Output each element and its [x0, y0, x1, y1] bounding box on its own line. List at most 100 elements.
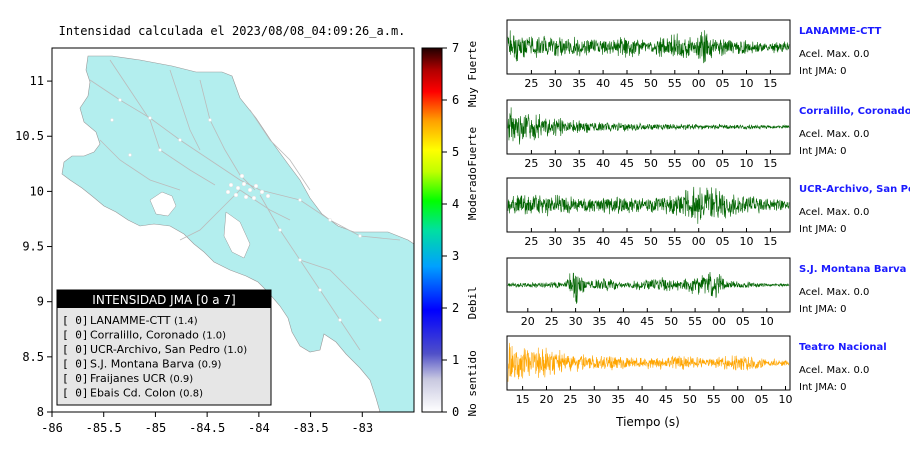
- seismogram-trace: [507, 186, 790, 224]
- legend-items: [ 0] LANAMME-CTT (1.4)[ 0] Corralillo, Cor…: [62, 314, 247, 400]
- seismogram-acel-max: Acel. Max. 0.0: [799, 287, 869, 298]
- legend-item-station-name: Corralillo, Coronado: [90, 329, 202, 342]
- seismogram-tick-label: 55: [668, 235, 682, 248]
- seismogram-acel-max: Acel. Max. 0.0: [799, 129, 869, 140]
- legend-item: [ 0] Corralillo, Coronado (1.0): [62, 329, 226, 342]
- seismogram-tick-label: 35: [611, 393, 625, 406]
- seismogram-acel-max: Acel. Max. 0.0: [799, 49, 869, 60]
- seismogram-tick-label: 05: [755, 393, 769, 406]
- seismogram-tick-label: 15: [763, 235, 777, 248]
- seismogram-tick-label: 25: [524, 77, 538, 90]
- seismogram-tick-label: 25: [545, 315, 559, 328]
- legend-item-value: (1.0): [223, 345, 247, 356]
- map-y-tick-label: 10.5: [15, 129, 44, 143]
- legend-item: [ 0] LANAMME-CTT (1.4): [62, 314, 198, 327]
- seismogram-tick-label: 10: [740, 235, 754, 248]
- seismogram-panel: 25 30 35 40 45 50 55 00 05 10 15 UCR-Archivo, San P…: [506, 177, 910, 248]
- intensity-legend: INTENSIDAD JMA [0 a 7] [ 0] LANAMME-CTT (…: [56, 289, 272, 406]
- legend-item-count: [ 0]: [62, 314, 89, 327]
- seismogram-station-name: UCR-Archivo, San Pedro: [799, 184, 910, 195]
- seismogram-tick-label: 15: [763, 77, 777, 90]
- legend-item: [ 0] Fraijanes UCR (0.9): [62, 372, 193, 385]
- seismogram-tick-label: 40: [596, 235, 610, 248]
- legend-item-station-name: UCR-Archivo, San Pedro: [90, 343, 223, 356]
- legend-item-station: S.J. Montana Barva (0.9): [90, 358, 222, 371]
- seismogram-tick-label: 50: [664, 315, 678, 328]
- seismogram-panel: 25 30 35 40 45 50 55 00 05 10 15 Corralillo, Corona…: [506, 99, 910, 170]
- colorbar-tick-label: 3: [452, 249, 459, 263]
- legend-item-count: [ 0]: [62, 358, 89, 371]
- legend-item-station-name: Ebais Cd. Colon: [90, 387, 179, 400]
- legend-item: [ 0] UCR-Archivo, San Pedro (1.0): [62, 343, 247, 356]
- seismogram-tick-label: 35: [572, 235, 586, 248]
- seismogram-tick-label: 55: [668, 157, 682, 170]
- colorbar-category-label: Debil: [466, 286, 479, 319]
- seismogram-tick-label: 50: [644, 235, 658, 248]
- map-x-tick-label: -85.5: [86, 421, 122, 435]
- seismogram-int-jma: Int JMA: 0: [799, 66, 847, 77]
- seismogram-tick-label: 35: [593, 315, 607, 328]
- colorbar-category-label: No sentido: [466, 350, 479, 416]
- seismogram-tick-label: 45: [620, 77, 634, 90]
- seismogram-tick-label: 45: [620, 157, 634, 170]
- legend-item-value: (0.8): [179, 389, 203, 400]
- legend-item-value: (0.9): [169, 374, 193, 385]
- seismogram-tick-label: 20: [521, 315, 535, 328]
- seismogram-tick-label: 50: [683, 393, 697, 406]
- colorbar-tick-label: 6: [452, 93, 459, 107]
- seismogram-tick-label: 15: [516, 393, 530, 406]
- seismogram-tick-label: 00: [692, 235, 706, 248]
- seismogram-panel: 15 20 25 30 35 40 45 50 55 00 05 10 Teatro Nacional A…: [506, 335, 887, 406]
- map-x-tick-label: -83.5: [293, 421, 329, 435]
- seismogram-acel-max: Acel. Max. 0.0: [799, 207, 869, 218]
- map-x-tick-label: -84.5: [189, 421, 225, 435]
- legend-item-station-name: Fraijanes UCR: [90, 372, 169, 385]
- seismogram-tick-label: 05: [716, 235, 730, 248]
- legend-item-value: (0.9): [198, 360, 222, 371]
- seismogram-tick-label: 35: [572, 157, 586, 170]
- seismogram-tick-label: 45: [620, 235, 634, 248]
- seismogram-tick-label: 10: [740, 157, 754, 170]
- seismogram-tick-label: 45: [659, 393, 673, 406]
- legend-item-station: Fraijanes UCR (0.9): [90, 372, 193, 385]
- seismogram-panel: 25 30 35 40 45 50 55 00 05 10 15 LANAMME-CTT Acel. M…: [506, 19, 881, 90]
- seismogram-panels: 25 30 35 40 45 50 55 00 05 10 15 LANAMME-CTT Acel. M…: [506, 19, 910, 406]
- map-x-tick-label: -83: [351, 421, 373, 435]
- legend-item: [ 0] S.J. Montana Barva (0.9): [62, 358, 222, 371]
- colorbar-ticks: 0 1 2 3 4 5 6 7: [442, 41, 459, 419]
- legend-header: INTENSIDAD JMA [0 a 7]: [92, 293, 235, 307]
- seismogram-trace: [507, 342, 790, 382]
- seismogram-tick-label: 30: [548, 235, 562, 248]
- seismogram-tick-label: 10: [740, 77, 754, 90]
- time-axis-label: Tiempo (s): [615, 415, 680, 429]
- legend-item-count: [ 0]: [62, 343, 89, 356]
- seismogram-panel: 20 25 30 35 40 45 50 55 00 05 10 S.J. Montana Barva…: [506, 257, 906, 328]
- seismogram-tick-label: 50: [644, 157, 658, 170]
- seismogram-int-jma: Int JMA: 0: [799, 382, 847, 393]
- map-x-tick-label: -84: [248, 421, 270, 435]
- legend-item-station: LANAMME-CTT (1.4): [90, 314, 198, 327]
- seismogram-tick-label: 05: [716, 77, 730, 90]
- map-title: Intensidad calculada el 2023/08/08_04:09…: [59, 24, 406, 38]
- legend-item-count: [ 0]: [62, 329, 89, 342]
- colorbar-tick-label: 2: [452, 301, 459, 315]
- seismogram-station-name: LANAMME-CTT: [799, 26, 881, 37]
- seismogram-tick-label: 25: [563, 393, 577, 406]
- seismogram-station-name: S.J. Montana Barva: [799, 264, 906, 275]
- legend-item-value: (1.4): [174, 316, 198, 327]
- seismogram-tick-label: 40: [596, 157, 610, 170]
- seismogram-trace: [507, 271, 790, 304]
- seismogram-tick-label: 05: [736, 315, 750, 328]
- seismogram-tick-label: 15: [763, 157, 777, 170]
- seismogram-tick-label: 00: [731, 393, 745, 406]
- seismogram-tick-label: 40: [616, 315, 630, 328]
- legend-item-station: UCR-Archivo, San Pedro (1.0): [90, 343, 247, 356]
- seismogram-station-name: Teatro Nacional: [799, 342, 887, 353]
- pacific-cutout: [223, 211, 251, 259]
- colorbar-tick-label: 1: [452, 353, 459, 367]
- map-x-tick-label: -85: [145, 421, 167, 435]
- station-markers: [110, 98, 382, 322]
- seismogram-trace: [507, 30, 790, 64]
